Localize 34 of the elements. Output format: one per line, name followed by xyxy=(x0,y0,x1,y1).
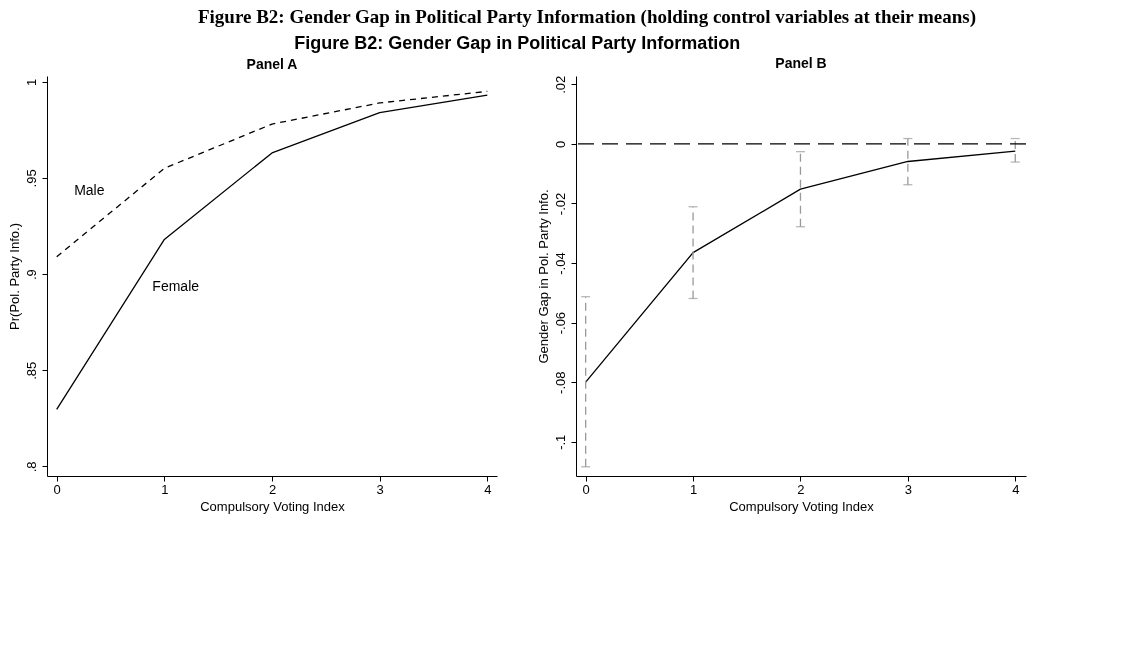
x-axis-title: Compulsory Voting Index xyxy=(200,498,346,514)
y-tick-label: 1 xyxy=(23,78,39,86)
x-tick-label: 2 xyxy=(797,481,805,497)
chart-title: Panel A xyxy=(246,56,298,72)
y-tick-label: -.1 xyxy=(552,434,568,450)
line-series xyxy=(56,94,488,411)
x-axis-title: Compulsory Voting Index xyxy=(729,498,875,514)
x-tick-label: 4 xyxy=(1012,481,1020,497)
series-label: Female xyxy=(152,278,200,295)
y-tick-label: -.08 xyxy=(552,371,568,394)
y-tick-label: .95 xyxy=(23,169,39,188)
x-tick-label: 2 xyxy=(268,481,277,497)
caption: Figure B2: Gender Gap in Political Party Information xyxy=(294,33,741,54)
y-tick-label: .85 xyxy=(23,361,39,380)
y-axis-title: Pr(Pol. Party Info.) xyxy=(6,223,22,330)
x-tick-label: 4 xyxy=(484,481,492,497)
x-tick-label: 3 xyxy=(904,481,912,497)
y-axis-title: Gender Gap in Pol. Party Info. xyxy=(535,189,551,364)
y-tick-label: -.02 xyxy=(552,192,568,216)
series-label: Male xyxy=(74,181,105,198)
y-tick-label: .9 xyxy=(23,269,39,280)
x-tick-label: 0 xyxy=(53,481,61,497)
x-tick-label: 1 xyxy=(689,481,698,497)
x-tick-label: 0 xyxy=(582,481,590,497)
y-tick-label: 0 xyxy=(552,140,568,149)
x-tick-label: 3 xyxy=(376,481,384,497)
y-tick-label: -.04 xyxy=(552,252,568,275)
y-tick-label: -.06 xyxy=(552,311,568,335)
x-tick-label: 1 xyxy=(161,481,169,497)
caption: Figure B2: Gender Gap in Political Party Information (holding control variables at their means) xyxy=(197,6,977,28)
y-tick-label: .8 xyxy=(23,461,39,473)
line-series xyxy=(585,150,1016,383)
chart-title: Panel B xyxy=(775,55,827,72)
y-tick-label: .02 xyxy=(552,75,568,94)
